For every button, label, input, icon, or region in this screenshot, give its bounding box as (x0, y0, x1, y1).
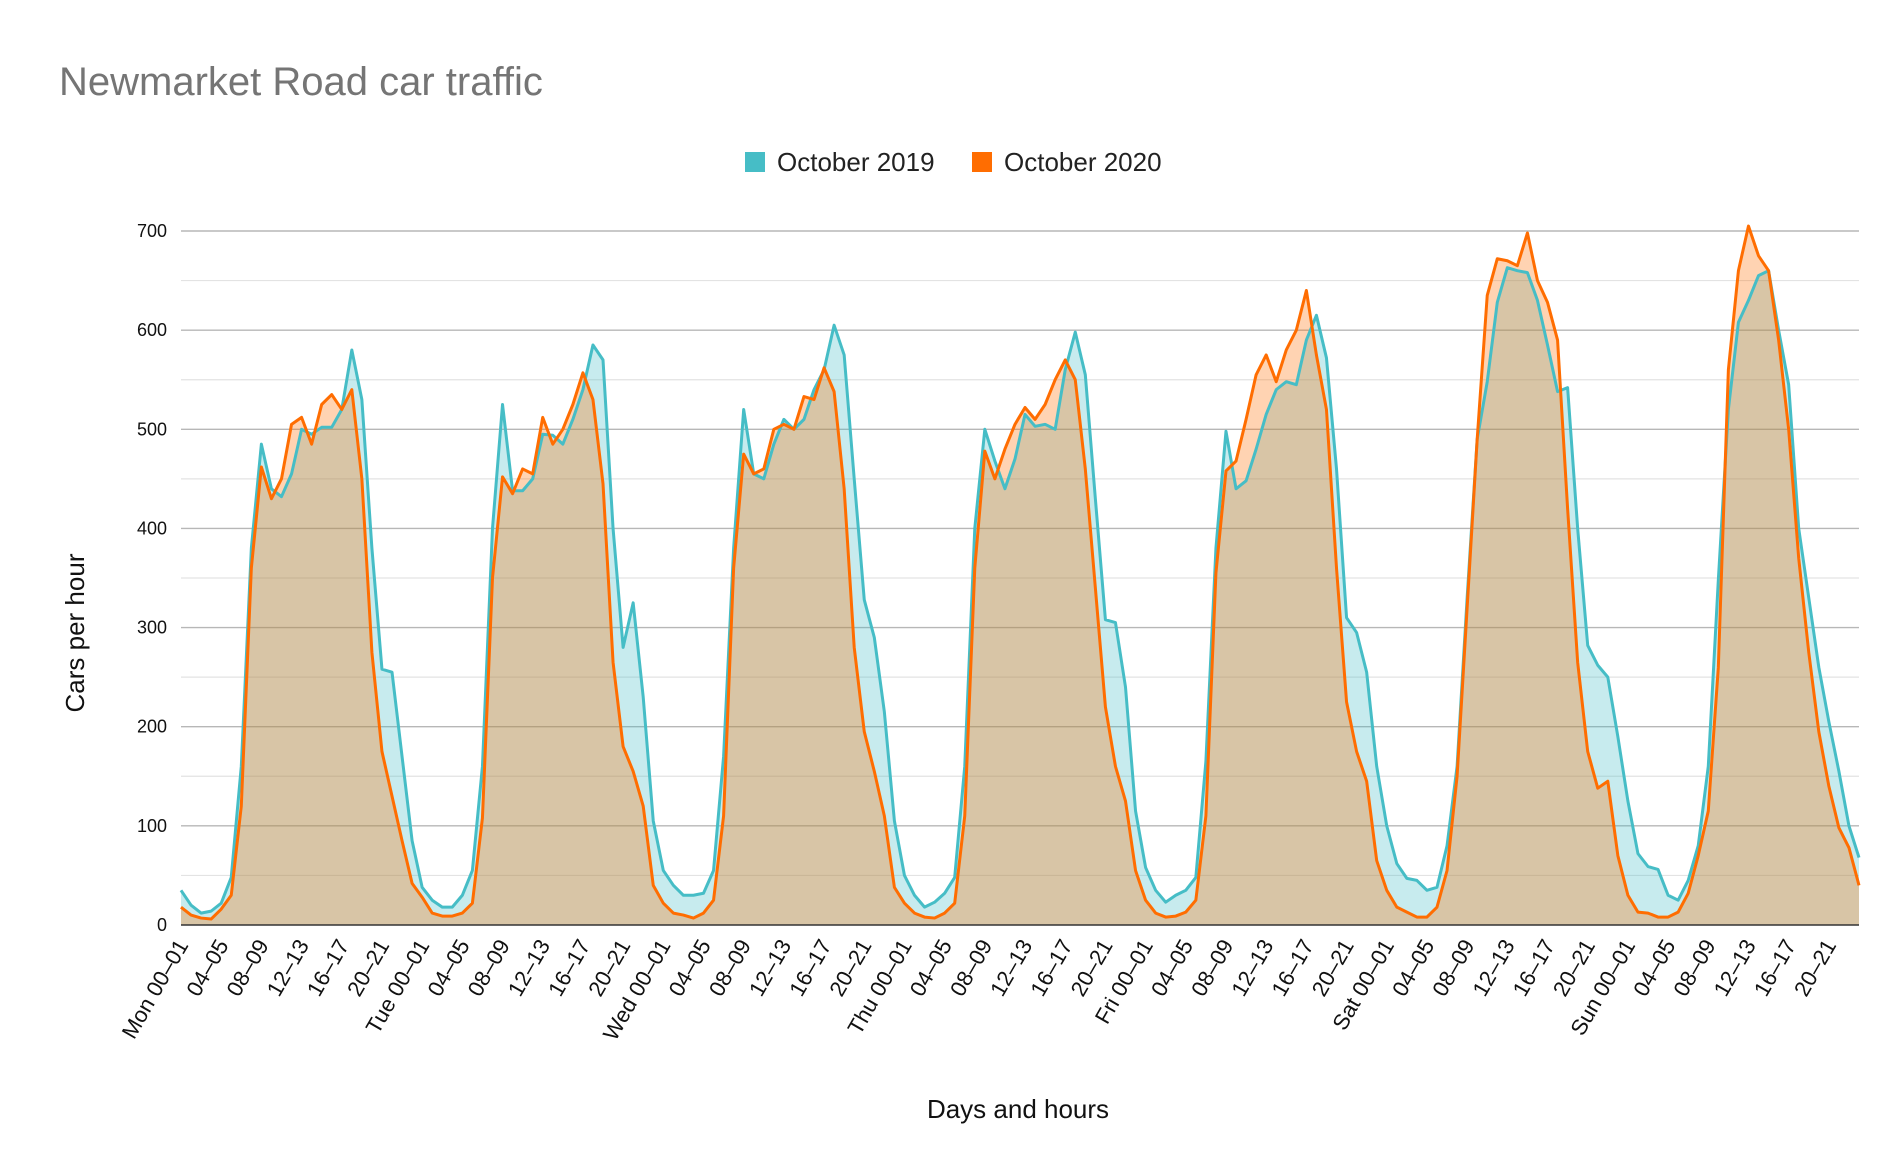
line-october-2020 (180, 224, 1861, 921)
area-october-2020 (181, 226, 1859, 926)
legend-swatch-october-2020 (972, 152, 992, 172)
y-axis-title: Cars per hour (60, 553, 90, 712)
series-lines (179, 224, 1861, 921)
legend-label-october-2020: October 2020 (1004, 147, 1162, 177)
legend-label-october-2019: October 2019 (777, 147, 935, 177)
legend: October 2019 October 2020 (745, 147, 1162, 177)
y-tick-label: 200 (137, 717, 167, 737)
x-tick-label: 20–21 (1789, 935, 1841, 1000)
y-tick-label: 500 (137, 419, 167, 439)
y-tick-label: 600 (137, 320, 167, 340)
series-areas (181, 226, 1859, 926)
legend-swatch-october-2019 (745, 152, 765, 172)
x-axis-title: Days and hours (927, 1094, 1109, 1124)
y-tick-label: 400 (137, 518, 167, 538)
y-tick-label: 300 (137, 618, 167, 638)
line-october-2019 (179, 266, 1861, 915)
y-tick-label: 100 (137, 816, 167, 836)
y-tick-label: 700 (137, 221, 167, 241)
y-tick-label: 0 (157, 915, 167, 935)
y-axis-ticks: 0 100 200 300 400 500 600 700 (137, 221, 167, 935)
chart-title: Newmarket Road car traffic (59, 60, 543, 104)
area-october-2019 (181, 267, 1859, 925)
gridlines (181, 230, 1859, 877)
